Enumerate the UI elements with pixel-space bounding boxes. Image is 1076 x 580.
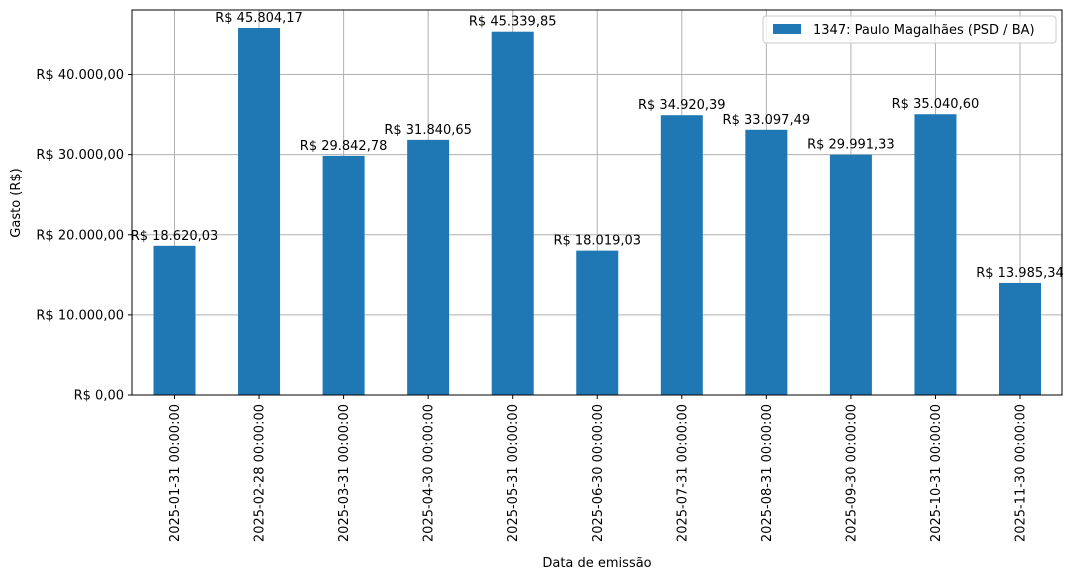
x-tick-label: 2025-09-30 00:00:00 <box>844 404 859 542</box>
bar-value-label: R$ 29.842,78 <box>300 139 388 154</box>
y-tick-label: R$ 10.000,00 <box>36 308 124 323</box>
bar-value-label: R$ 29.991,33 <box>807 138 895 153</box>
bar-value-label: R$ 34.920,39 <box>638 98 726 113</box>
bar <box>999 282 1041 395</box>
x-axis-label: Data de emissão <box>542 556 651 571</box>
bar-value-label: R$ 33.097,49 <box>723 113 811 128</box>
bar <box>660 115 703 395</box>
legend-swatch <box>773 24 801 34</box>
bar <box>407 139 450 395</box>
x-tick-label: 2025-03-31 00:00:00 <box>337 404 352 542</box>
x-tick-label: 2025-05-31 00:00:00 <box>506 404 521 542</box>
bar-value-label: R$ 13.985,34 <box>976 266 1064 281</box>
bar-value-label: R$ 35.040,60 <box>892 97 980 112</box>
bar <box>322 155 365 395</box>
x-tick-label: 2025-11-30 00:00:00 <box>1014 404 1029 542</box>
x-tick-label: 2025-08-31 00:00:00 <box>760 404 775 542</box>
y-tick-label: R$ 20.000,00 <box>36 228 124 243</box>
y-tick-label: R$ 30.000,00 <box>36 148 124 163</box>
x-tick-label: 2025-02-28 00:00:00 <box>253 404 268 542</box>
bars <box>153 27 1041 396</box>
bar <box>576 250 619 395</box>
y-tick-label: R$ 40.000,00 <box>36 68 124 83</box>
x-tick-label: 2025-06-30 00:00:00 <box>591 404 606 542</box>
x-tick-label: 2025-04-30 00:00:00 <box>422 404 437 542</box>
bar <box>829 154 872 395</box>
bar <box>914 114 957 396</box>
x-tick-label: 2025-07-31 00:00:00 <box>675 404 690 542</box>
legend-label: 1347: Paulo Magalhães (PSD / BA) <box>813 23 1035 38</box>
y-axis-label: Gasto (R$) <box>9 168 24 237</box>
bar <box>153 245 196 395</box>
x-tick-label: 2025-01-31 00:00:00 <box>168 404 183 542</box>
y-tick-label: R$ 0,00 <box>74 389 124 404</box>
bar <box>491 31 534 396</box>
bar-value-label: R$ 18.019,03 <box>553 234 641 249</box>
bar-value-label: R$ 18.620,03 <box>131 229 219 244</box>
x-tick-label: 2025-10-31 00:00:00 <box>929 404 944 542</box>
bar <box>745 129 788 395</box>
x-axis-ticks: 2025-01-31 00:00:00 2025-02-28 00:00:00 20… <box>168 395 1029 542</box>
bar-value-label: R$ 45.339,85 <box>469 15 557 30</box>
y-axis-ticks: R$ 0,00 R$ 10.000,00 R$ 20.000,00 R$ 30.000… <box>36 68 132 404</box>
bar-value-label: R$ 31.840,65 <box>384 123 472 138</box>
legend-box <box>762 15 1057 44</box>
bar <box>238 27 281 396</box>
legend: 1347: Paulo Magalhães (PSD / BA) <box>762 15 1057 44</box>
bar-value-label: R$ 45.804,17 <box>215 11 303 26</box>
bar-value-labels: R$ 18.620,03R$ 45.804,17R$ 29.842,78R$ 3… <box>131 11 1064 281</box>
